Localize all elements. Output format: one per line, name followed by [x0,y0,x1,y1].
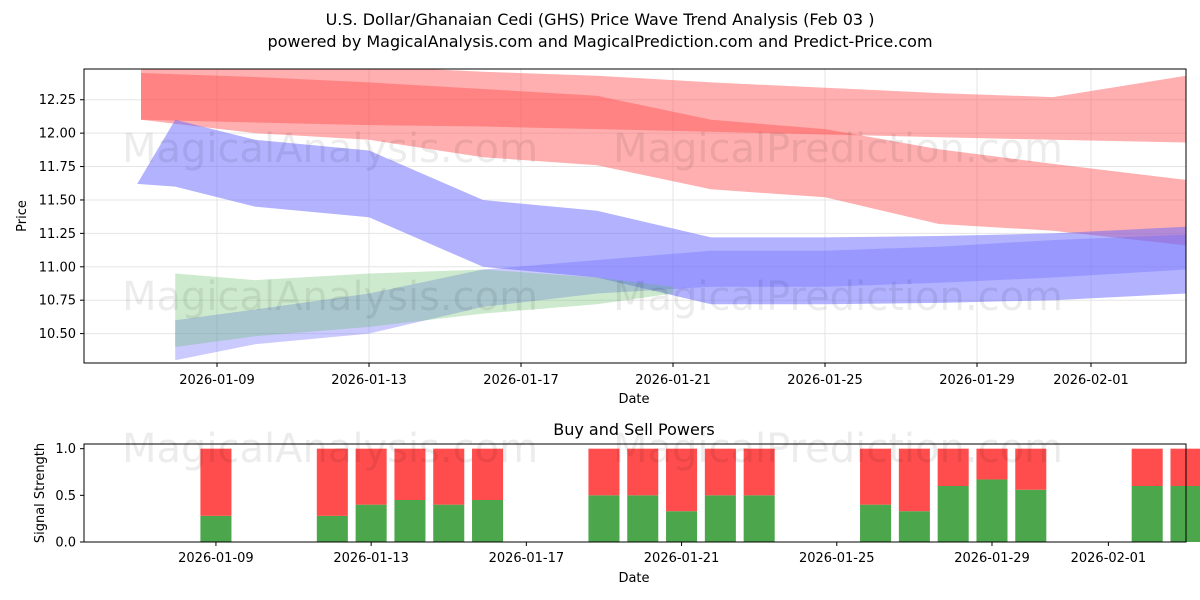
sell-bar [704,448,736,496]
buy-bar [898,511,930,542]
buy-bar [1170,486,1200,542]
chart-subtitle: powered by MagicalAnalysis.com and Magic… [267,32,932,51]
buy-bar [588,495,620,542]
buy-bar [200,515,232,542]
watermark-top-right: MagicalPrediction.com [613,126,1063,172]
watermark-mid-left: MagicalAnalysis.com [122,274,538,320]
x-tick-label: 2026-01-25 [799,551,875,566]
sell-bar [898,448,930,512]
wave-band-green-wave [175,269,673,347]
x-tick-label: 2026-02-01 [1071,551,1147,566]
buy-bar [1131,486,1163,542]
sell-bar [666,448,698,512]
buy-bar [355,504,387,542]
buy-bar [937,486,969,542]
x-tick-label: 2026-01-13 [331,373,407,388]
watermark-top-left: MagicalAnalysis.com [122,126,538,172]
x-tick-label: 2026-01-09 [179,373,255,388]
sell-bar [200,448,232,516]
sell-bar [433,448,465,505]
bottom-y-axis-label: Signal Strength [33,443,48,543]
sell-bar [588,448,620,496]
sell-bar [1131,448,1163,486]
top-plot-frame [83,68,1187,364]
price-wave-layers [137,69,1186,361]
sell-bar [394,448,426,500]
buy-bar [433,504,465,542]
top-y-axis-ticks: 10.50 10.75 11.00 11.25 11.50 11.75 12.00 12.25 [39,93,84,342]
bottom-x-axis-label: Date [618,571,649,586]
x-tick-label: 2026-01-17 [483,373,559,388]
wave-band-blue-wave [137,119,1186,305]
y-tick-label: 10.50 [39,327,76,342]
y-tick-label: 12.00 [39,127,76,142]
x-tick-label: 2026-01-29 [939,373,1015,388]
x-tick-label: 2026-01-21 [635,373,711,388]
y-tick-label: 0.5 [55,489,76,504]
signal-bars [200,448,1200,542]
bottom-chart-title: Buy and Sell Powers [553,420,715,439]
buy-bar [666,511,698,542]
top-x-axis-ticks: 2026-01-09 2026-01-13 2026-01-17 2026-01-21… [179,363,1129,388]
sell-bar [472,448,504,500]
sell-bar [860,448,892,505]
watermark-bottom-left: MagicalAnalysis.com [122,426,538,472]
y-tick-label: 10.75 [39,294,76,309]
y-tick-label: 11.00 [39,260,76,275]
sell-bar [627,448,659,496]
buy-bar [1015,489,1047,542]
y-tick-label: 12.25 [39,93,76,108]
buy-bar [704,495,736,542]
y-tick-label: 1.0 [55,442,76,457]
bottom-y-axis-ticks: 0.0 0.5 1.0 [55,442,84,551]
sell-bar [316,448,348,516]
bottom-plot-frame [83,443,1187,543]
buy-bar [743,495,775,542]
top-x-axis-label: Date [618,392,649,407]
x-tick-label: 2026-02-01 [1053,373,1129,388]
buy-bar [627,495,659,542]
watermark-bottom-right: MagicalPrediction.com [613,426,1063,472]
buy-bar [394,500,426,542]
top-y-axis-label: Price [15,200,30,232]
x-tick-label: 2026-01-13 [333,551,409,566]
y-tick-label: 11.75 [39,160,76,175]
x-tick-label: 2026-01-21 [644,551,720,566]
sell-bar [1170,448,1200,486]
chart-title: U.S. Dollar/Ghanaian Cedi (GHS) Price Wa… [326,10,875,29]
buy-bar [316,515,348,542]
sell-bar [355,448,387,505]
buy-bar [860,504,892,542]
y-tick-label: 0.0 [55,536,76,551]
sell-bar [937,448,969,486]
y-tick-label: 11.50 [39,193,76,208]
x-tick-label: 2026-01-29 [954,551,1030,566]
buy-bar [472,500,504,542]
x-tick-label: 2026-01-09 [178,551,254,566]
watermark-mid-right: MagicalPrediction.com [613,274,1063,320]
x-tick-label: 2026-01-17 [489,551,565,566]
sell-bar [743,448,775,496]
wave-band-red-wave-upper [141,69,1186,143]
sell-bar [976,448,1008,480]
buy-bar [976,479,1008,542]
sell-bar [1015,448,1047,490]
wave-band-red-wave-lower [141,73,1186,246]
bottom-x-axis-ticks: 2026-01-09 2026-01-13 2026-01-17 2026-01-21… [178,542,1146,566]
y-tick-label: 11.25 [39,227,76,242]
wave-band-blue-wave-2 [175,234,1186,361]
x-tick-label: 2026-01-25 [787,373,863,388]
